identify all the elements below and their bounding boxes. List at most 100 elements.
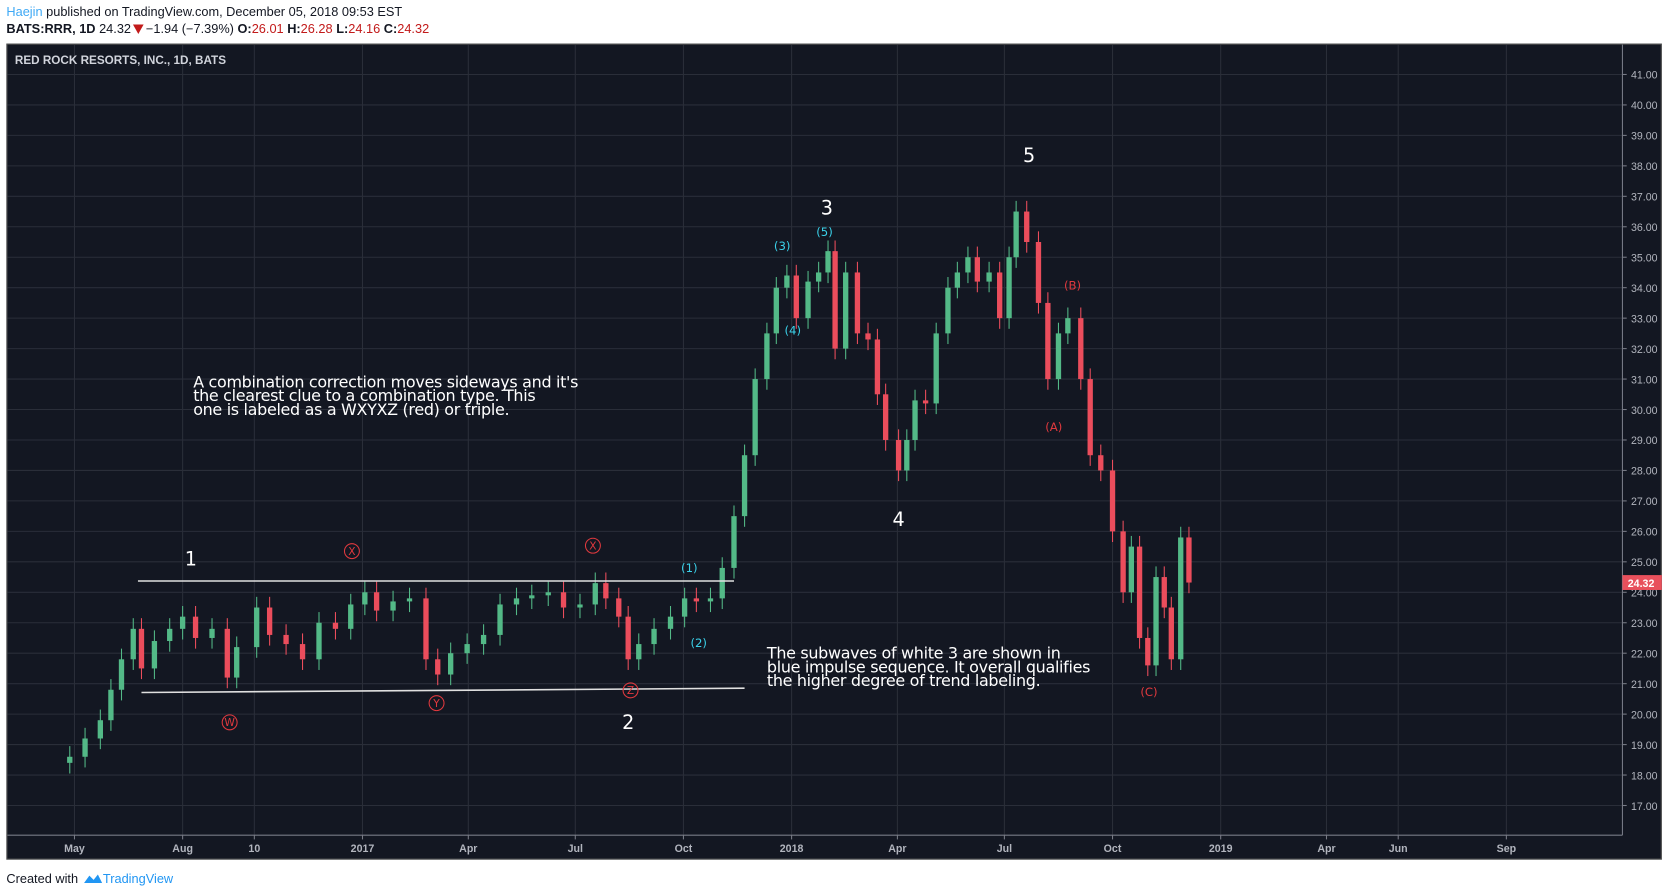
candle [513,587,520,616]
candle-body [513,598,520,605]
y-tick-label: 40.00 [1631,100,1658,112]
candle [592,572,598,616]
candle-body [843,272,849,349]
y-tick-label: 31.00 [1631,374,1658,386]
y-tick-label: 38.00 [1631,161,1658,173]
candle [603,572,609,610]
candle [986,261,992,293]
high-value: 26.28 [300,21,333,37]
candle [435,648,441,686]
wave-circle-icon [343,543,360,560]
candle [108,679,114,731]
candle [192,605,199,649]
candle [741,444,748,527]
candle [348,593,354,640]
candle [118,648,125,701]
candle-body [1153,577,1159,666]
wave-label: (A) [1045,420,1062,434]
wave-label: Z [627,684,634,697]
candle [234,636,240,689]
open-label: O: [237,21,252,37]
candle [1161,566,1167,619]
created-with-text: Created with [6,871,79,887]
open-value: 26.01 [251,21,284,37]
candle-body [373,592,380,611]
y-tick-label: 18.00 [1631,770,1658,782]
candle-body [1078,318,1084,380]
candle-body [965,257,971,273]
candle [138,618,145,680]
candle-body [1045,302,1051,380]
candle [1168,596,1174,670]
x-tick-label: 2019 [1209,843,1233,855]
last-price-tag [1622,575,1662,590]
author-link[interactable]: Haejin [6,4,43,20]
candle-body [636,644,642,660]
y-tick-label: 17.00 [1631,801,1658,813]
candle-body [707,598,714,602]
candle-body [752,379,758,456]
y-tick-label: 41.00 [1631,70,1658,82]
candle-body [693,598,700,602]
candle [681,587,688,628]
candle [922,389,929,415]
candle [974,246,981,293]
wave-label: 5 [1023,144,1035,167]
candle-body [912,400,918,440]
candle [945,277,951,345]
x-tick-label: Oct [1104,843,1122,855]
wave-circle-icon [622,682,639,699]
x-tick-label: Apr [1317,843,1335,855]
candle-body [681,598,688,617]
candle-body [1065,318,1071,334]
x-tick-label: Aug [172,843,193,855]
candle-body [719,567,725,599]
candle-body [1161,577,1167,608]
candle-body [234,647,240,678]
candle [332,612,339,640]
candle-body [435,659,441,675]
candle-body [825,251,831,273]
candle [362,581,368,616]
x-tick-label: Jul [568,843,583,855]
candle [529,584,535,610]
candle-body [1145,637,1151,666]
candle [752,368,758,466]
candle-body [625,616,631,660]
candle-body [130,628,136,660]
candle [254,596,260,658]
candle [1024,200,1030,253]
close-label: C: [383,21,398,37]
candle [1145,627,1151,677]
candle [464,633,470,664]
candle [224,618,230,689]
x-tick-label: Jun [1389,843,1408,855]
candle-body [1087,379,1093,456]
candle-body [423,598,429,660]
candle [1153,566,1159,677]
candle-body [1013,211,1019,258]
wave-label: (2) [690,636,707,650]
candle [497,593,503,646]
candle [854,261,861,345]
tradingview-link[interactable]: TradingView [102,871,174,887]
candle [912,389,918,451]
wave-label: 2 [622,711,634,734]
candle-body [1120,531,1126,593]
candle-body [933,333,939,404]
published-text: published on TradingView.com, December 0… [42,4,403,20]
candle-body [118,659,125,690]
chart-title: RED ROCK RESORTS, INC., 1D, BATS [14,54,227,68]
candle-body [138,628,145,669]
candle-body [1098,455,1104,471]
candle [815,261,822,293]
candle [1035,231,1042,314]
wave-label: W [224,716,235,729]
candle-body [254,607,260,648]
candle-body [266,607,273,635]
candle-body [805,281,811,319]
candle-body [773,287,779,334]
candle-body [529,595,535,599]
last-price-label: 24.32 [1628,578,1655,590]
